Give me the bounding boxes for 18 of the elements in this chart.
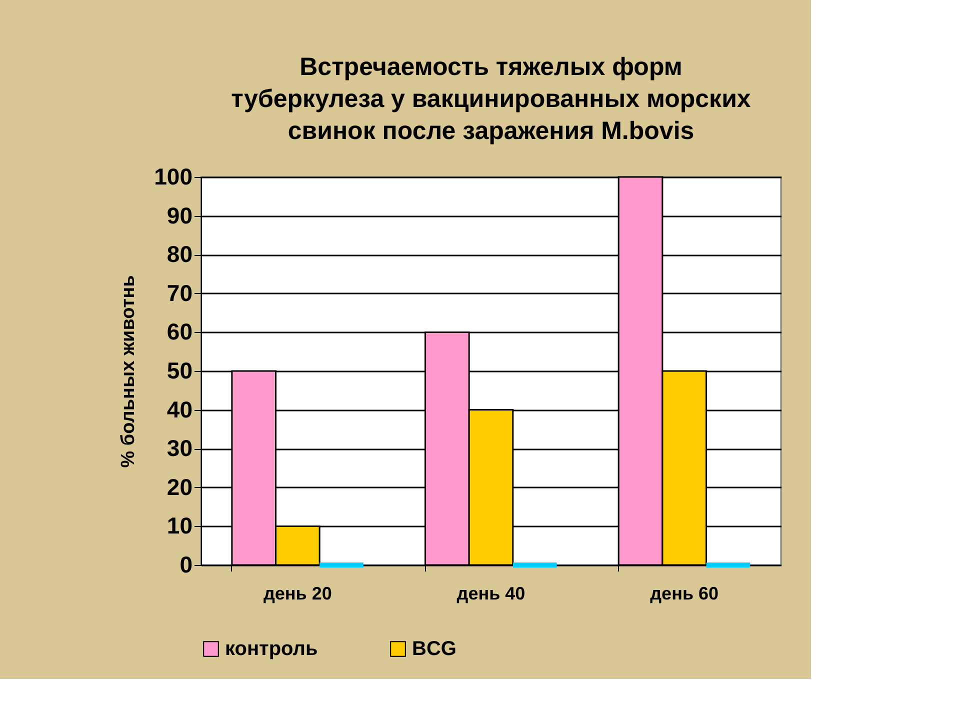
legend-label: контроль [225,638,318,660]
y-tick-label: 70 [166,280,192,306]
x-tick-label: день 60 [650,584,719,604]
chart-title: Встречаемость тяжелых форм туберкулеза у вакцинированных морских свинок после заражения M.bovis [231,53,751,145]
y-tick-label: 0 [180,552,192,578]
x-tick-label: день 40 [456,584,526,604]
y-tick-label: 90 [166,202,192,228]
y-tick-label: 80 [166,241,192,268]
y-tick-label: 40 [166,396,192,422]
x-tick-label: день 20 [263,584,332,604]
legend-label: BCG [412,638,456,660]
y-tick-label: 100 [154,164,192,190]
y-tick-label: 50 [166,358,192,384]
y-tick-label: 10 [166,512,192,539]
y-axis-title: % больных животнь [118,275,140,468]
y-tick-label: 60 [166,318,192,345]
y-tick-label: 20 [166,474,192,500]
y-tick-label: 30 [166,435,192,462]
